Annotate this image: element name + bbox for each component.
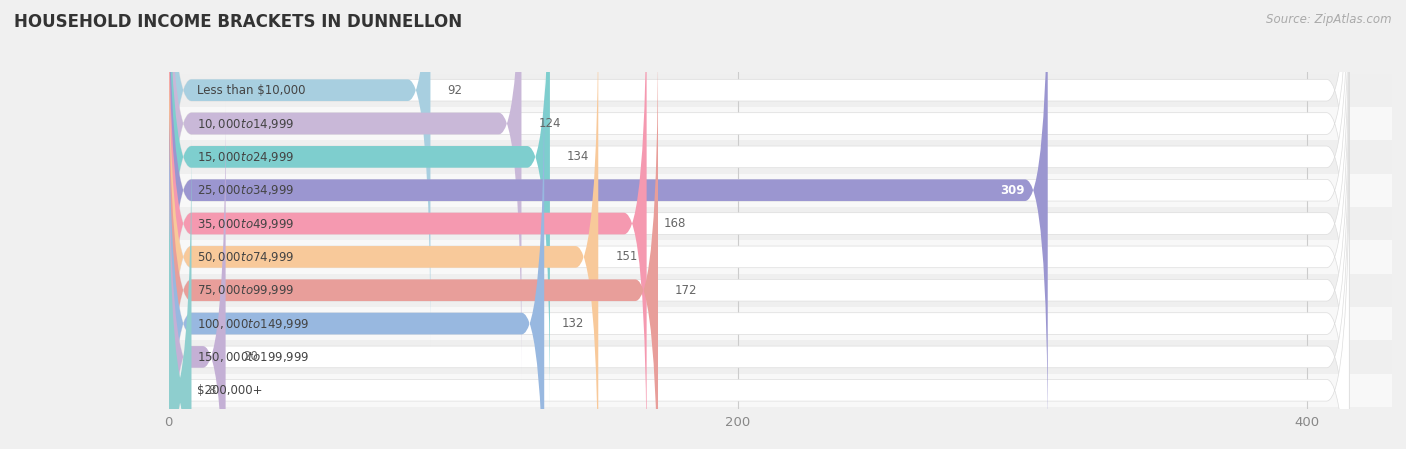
Text: 309: 309 xyxy=(1001,184,1025,197)
FancyBboxPatch shape xyxy=(169,0,1350,446)
FancyBboxPatch shape xyxy=(169,101,225,449)
Text: 168: 168 xyxy=(664,217,686,230)
Text: $75,000 to $99,999: $75,000 to $99,999 xyxy=(197,283,295,297)
Bar xyxy=(169,307,1392,340)
Text: Less than $10,000: Less than $10,000 xyxy=(197,84,305,97)
Text: 20: 20 xyxy=(243,350,257,363)
Text: $150,000 to $199,999: $150,000 to $199,999 xyxy=(197,350,309,364)
Text: 124: 124 xyxy=(538,117,561,130)
Text: $15,000 to $24,999: $15,000 to $24,999 xyxy=(197,150,295,164)
FancyBboxPatch shape xyxy=(169,0,647,449)
FancyBboxPatch shape xyxy=(169,134,1350,449)
FancyBboxPatch shape xyxy=(169,68,1350,449)
FancyBboxPatch shape xyxy=(169,68,544,449)
Bar xyxy=(169,207,1392,240)
FancyBboxPatch shape xyxy=(169,0,1350,449)
Text: $25,000 to $34,999: $25,000 to $34,999 xyxy=(197,183,295,197)
Text: Source: ZipAtlas.com: Source: ZipAtlas.com xyxy=(1267,13,1392,26)
FancyBboxPatch shape xyxy=(169,34,658,449)
Text: 132: 132 xyxy=(561,317,583,330)
FancyBboxPatch shape xyxy=(169,34,1350,449)
FancyBboxPatch shape xyxy=(169,0,1047,446)
FancyBboxPatch shape xyxy=(169,0,1350,346)
Bar xyxy=(169,273,1392,307)
Text: $50,000 to $74,999: $50,000 to $74,999 xyxy=(197,250,295,264)
Text: $100,000 to $149,999: $100,000 to $149,999 xyxy=(197,317,309,330)
Text: 172: 172 xyxy=(675,284,697,297)
FancyBboxPatch shape xyxy=(169,0,1350,413)
FancyBboxPatch shape xyxy=(169,134,191,449)
FancyBboxPatch shape xyxy=(169,1,1350,449)
Bar xyxy=(169,107,1392,140)
Bar xyxy=(169,74,1392,107)
Text: 8: 8 xyxy=(208,384,217,397)
Text: $35,000 to $49,999: $35,000 to $49,999 xyxy=(197,216,295,230)
Bar xyxy=(169,140,1392,173)
Text: $200,000+: $200,000+ xyxy=(197,384,263,397)
FancyBboxPatch shape xyxy=(169,0,522,379)
Text: 134: 134 xyxy=(567,150,589,163)
Text: 92: 92 xyxy=(447,84,463,97)
Text: $10,000 to $14,999: $10,000 to $14,999 xyxy=(197,117,295,131)
Bar xyxy=(169,340,1392,374)
Text: HOUSEHOLD INCOME BRACKETS IN DUNNELLON: HOUSEHOLD INCOME BRACKETS IN DUNNELLON xyxy=(14,13,463,31)
Bar xyxy=(169,240,1392,273)
FancyBboxPatch shape xyxy=(169,0,1350,379)
Text: 151: 151 xyxy=(616,251,638,264)
FancyBboxPatch shape xyxy=(169,101,1350,449)
FancyBboxPatch shape xyxy=(169,1,599,449)
Bar xyxy=(169,374,1392,407)
Bar xyxy=(169,173,1392,207)
FancyBboxPatch shape xyxy=(169,0,550,413)
FancyBboxPatch shape xyxy=(169,0,430,346)
